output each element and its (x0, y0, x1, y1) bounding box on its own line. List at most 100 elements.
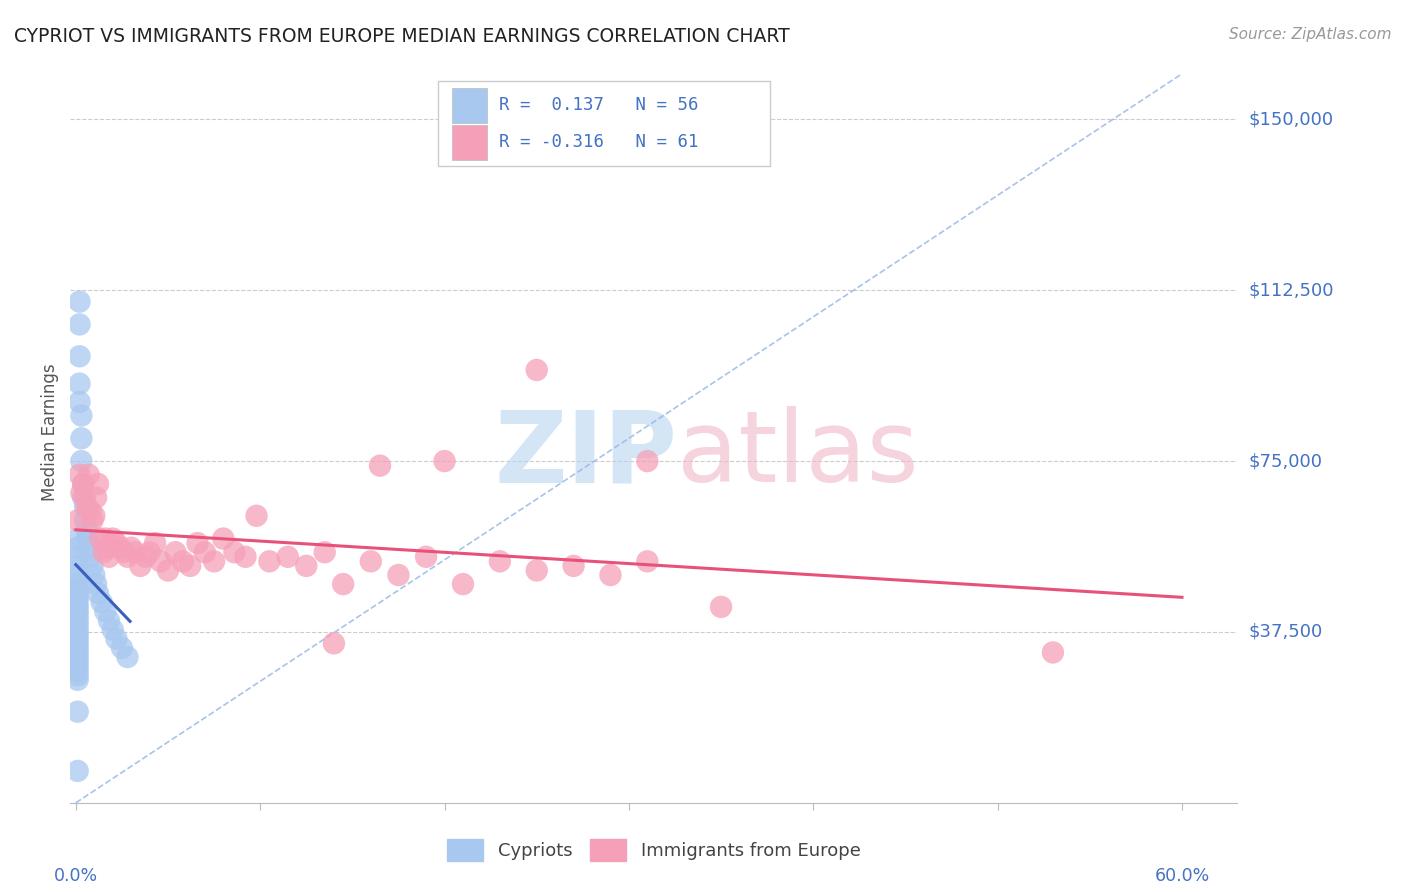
Point (70, 409, 93, 423)
Point (108, 541, 131, 555)
Text: CYPRIOT VS IMMIGRANTS FROM EUROPE MEDIAN EARNINGS CORRELATION CHART: CYPRIOT VS IMMIGRANTS FROM EUROPE MEDIAN… (14, 27, 790, 45)
Point (66, 586, 89, 600)
Y-axis label: Median Earnings: Median Earnings (41, 364, 59, 501)
Point (368, 458, 391, 473)
Point (76, 500, 98, 514)
Text: Source: ZipAtlas.com: Source: ZipAtlas.com (1229, 27, 1392, 42)
Point (66, 668, 89, 682)
FancyBboxPatch shape (451, 87, 486, 123)
Point (69, 294, 91, 309)
Text: atlas: atlas (678, 407, 918, 503)
Point (69, 318, 91, 332)
Text: ZIP: ZIP (495, 407, 678, 503)
Point (235, 549, 257, 564)
Point (77, 541, 100, 555)
Point (277, 549, 299, 564)
Point (66, 636, 89, 650)
Point (66, 705, 89, 719)
Point (489, 554, 512, 568)
Point (172, 554, 194, 568)
Point (101, 623, 124, 637)
Text: $112,500: $112,500 (1249, 281, 1334, 299)
Text: 60.0%: 60.0% (1154, 867, 1209, 885)
Point (105, 536, 128, 550)
Point (66, 623, 89, 637)
Point (165, 545, 187, 559)
Point (90, 595, 112, 609)
Point (70, 431, 93, 445)
Point (69, 376, 91, 391)
Point (98, 614, 121, 628)
Point (186, 536, 208, 550)
Point (129, 558, 152, 573)
Point (87, 476, 110, 491)
Point (111, 640, 134, 655)
Point (124, 545, 146, 559)
Point (66, 664, 89, 678)
Point (66, 591, 89, 605)
Point (66, 604, 89, 618)
Point (323, 636, 346, 650)
Point (66, 645, 89, 659)
Point (66, 632, 89, 646)
Point (599, 568, 621, 582)
FancyBboxPatch shape (451, 125, 486, 161)
Point (87, 586, 110, 600)
Point (212, 532, 235, 546)
Point (66, 541, 89, 555)
Point (70, 454, 93, 468)
Point (66, 558, 89, 573)
Point (83, 508, 105, 523)
Point (451, 577, 474, 591)
Point (94, 532, 117, 546)
Point (526, 363, 548, 377)
Point (1042, 645, 1064, 659)
Point (360, 554, 382, 568)
Point (224, 545, 246, 559)
Point (562, 558, 585, 573)
Point (194, 545, 217, 559)
Point (66, 659, 89, 673)
Point (76, 523, 98, 537)
Point (138, 545, 160, 559)
Point (112, 545, 135, 559)
Text: R = -0.316   N = 61: R = -0.316 N = 61 (499, 134, 699, 152)
Text: $150,000: $150,000 (1249, 111, 1333, 128)
Point (66, 609, 89, 624)
Point (84, 491, 107, 505)
Point (76, 532, 98, 546)
Point (66, 568, 89, 582)
Point (66, 513, 89, 527)
Point (66, 549, 89, 564)
Point (149, 554, 172, 568)
Point (72, 491, 94, 505)
Point (259, 554, 281, 568)
Point (387, 568, 409, 582)
Point (96, 541, 118, 555)
Text: R =  0.137   N = 56: R = 0.137 N = 56 (499, 96, 699, 114)
Point (314, 545, 336, 559)
Point (66, 764, 89, 778)
Point (84, 577, 107, 591)
Point (117, 650, 139, 665)
Point (143, 536, 166, 550)
Point (69, 349, 91, 363)
Point (66, 655, 89, 669)
Point (202, 554, 225, 568)
Point (82, 558, 104, 573)
Point (73, 513, 96, 527)
Point (156, 564, 179, 578)
Point (66, 673, 89, 687)
Point (415, 549, 437, 564)
Point (82, 513, 104, 527)
Point (70, 486, 93, 500)
Point (636, 454, 658, 468)
Point (526, 564, 548, 578)
Point (77, 467, 100, 482)
Point (66, 650, 89, 665)
Point (101, 532, 124, 546)
Point (117, 549, 139, 564)
Point (89, 532, 111, 546)
Point (73, 491, 96, 505)
Point (83, 568, 105, 582)
